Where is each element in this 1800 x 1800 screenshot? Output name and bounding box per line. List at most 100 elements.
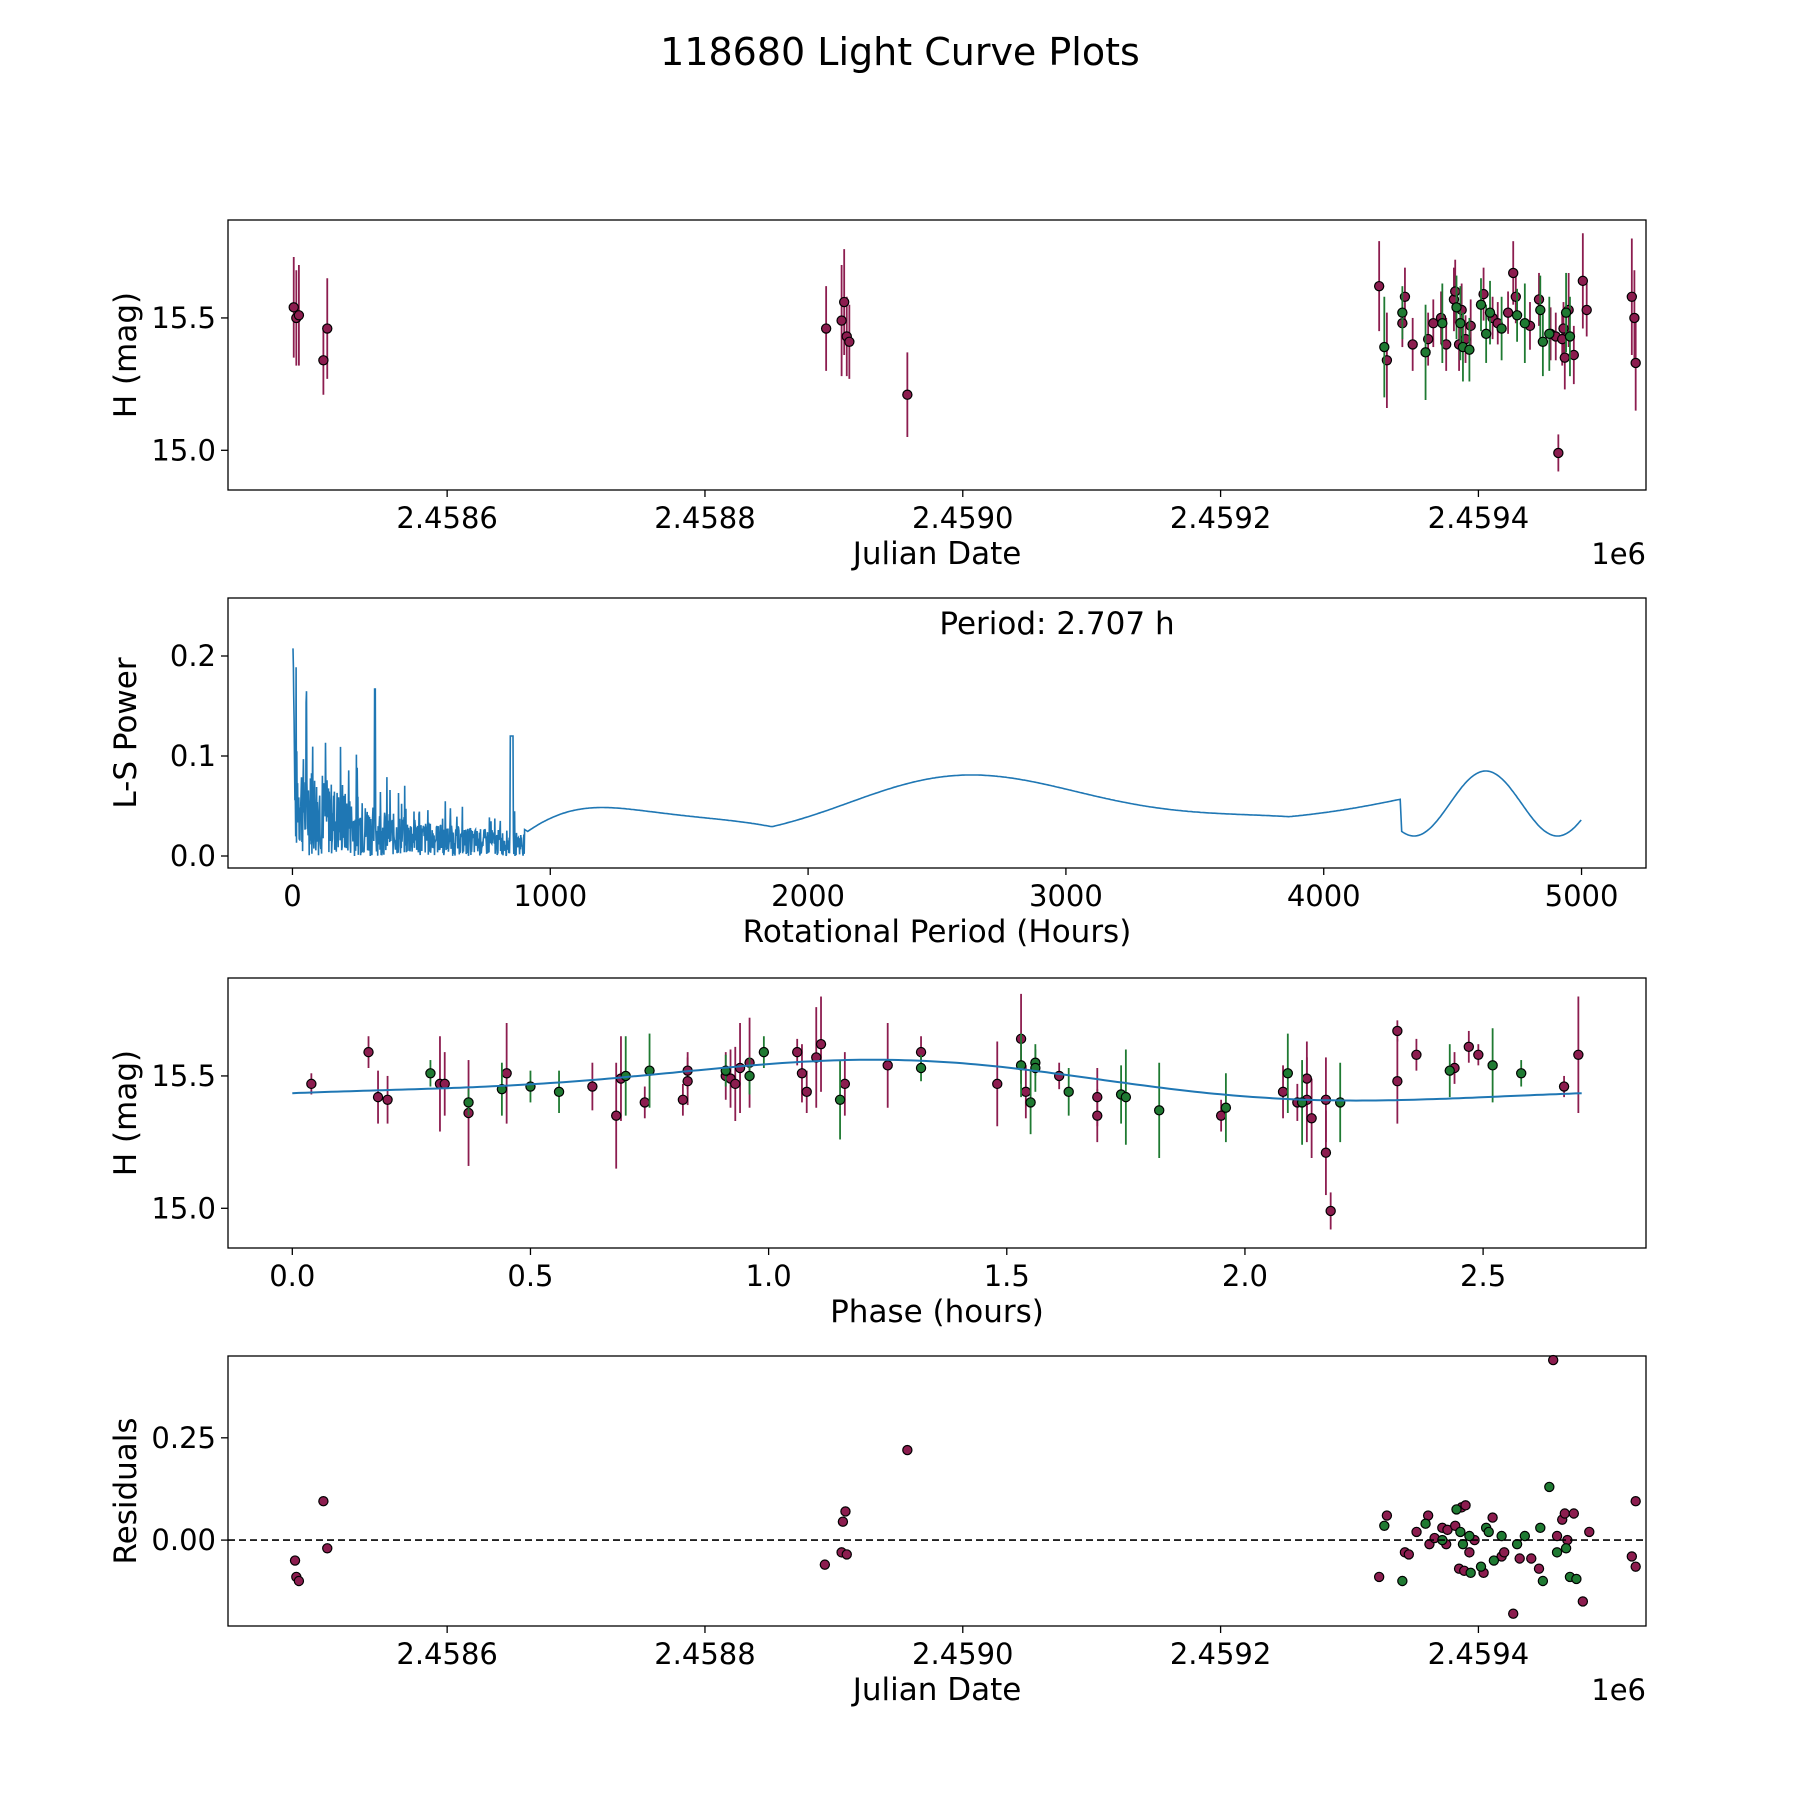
- x-tick-label: 5000: [1545, 879, 1619, 913]
- y-tick-label: 0.2: [170, 639, 216, 673]
- data-point: [1510, 291, 1522, 302]
- data-point: [744, 1070, 755, 1082]
- period-annotation: Period: 2.707 h: [939, 606, 1174, 642]
- data-point: [1464, 1547, 1475, 1558]
- data-point: [1220, 1102, 1232, 1113]
- y-tick-label: 0.0: [170, 839, 216, 873]
- data-point: [841, 1549, 852, 1560]
- data-point: [992, 1078, 1003, 1090]
- data-point: [1463, 1041, 1475, 1053]
- data-point: [382, 1094, 393, 1105]
- data-point: [1437, 318, 1448, 329]
- data-point: [1514, 1553, 1525, 1564]
- data-point: [1511, 310, 1523, 321]
- data-point: [1092, 1091, 1103, 1103]
- x-tick-label: 2.4594: [1428, 1637, 1529, 1671]
- data-point: [1301, 1073, 1313, 1084]
- data-point: [1420, 1518, 1431, 1529]
- data-point: [318, 1496, 329, 1507]
- series-maroon: [306, 993, 1584, 1230]
- data-point: [1511, 1538, 1523, 1550]
- data-point: [1154, 1105, 1165, 1116]
- y-axis-label: H (mag): [108, 1050, 144, 1176]
- data-point: [1508, 267, 1519, 279]
- data-point: [425, 1068, 436, 1079]
- lightcurve-chart: 2.4586 2.4588 2.4590 2.4592 2.4594 15.0 15.5 Ju…: [108, 219, 1647, 572]
- axes-frame: [227, 977, 1647, 1249]
- data-point: [1559, 352, 1570, 363]
- data-point: [1460, 1500, 1471, 1511]
- data-point: [1020, 1086, 1032, 1098]
- data-point: [836, 315, 847, 326]
- data-point: [1451, 1504, 1462, 1515]
- data-point: [1553, 447, 1564, 459]
- data-point: [1526, 1553, 1537, 1564]
- data-point: [1457, 1538, 1469, 1550]
- data-point: [801, 1086, 812, 1098]
- data-point: [1560, 1543, 1572, 1554]
- data-point: [1516, 1068, 1527, 1079]
- data-point: [882, 1060, 893, 1071]
- data-point: [1473, 1049, 1484, 1060]
- data-point: [1373, 280, 1385, 292]
- data-point: [318, 355, 329, 366]
- data-point: [463, 1097, 474, 1108]
- data-point: [288, 302, 299, 313]
- data-point: [1630, 357, 1641, 369]
- data-point: [1397, 1575, 1408, 1587]
- data-point: [553, 1086, 565, 1098]
- data-point: [293, 310, 305, 321]
- data-point: [306, 1078, 317, 1090]
- x-tick-label: 0.5: [507, 1259, 553, 1293]
- x-tick-label: 2.4592: [1170, 501, 1271, 535]
- y-tick-label: 15.5: [151, 301, 216, 335]
- data-point: [815, 1038, 827, 1050]
- data-point: [839, 1078, 851, 1090]
- data-point: [837, 1516, 849, 1527]
- x-tick-label: 2.4586: [396, 501, 497, 535]
- y-tick-label: 0.25: [151, 1421, 216, 1455]
- x-axis-label: Rotational Period (Hours): [743, 914, 1132, 950]
- series-maroon: [288, 233, 1641, 472]
- x-tick-label: 2.0: [1222, 1259, 1268, 1293]
- data-point: [1577, 1596, 1589, 1607]
- data-point: [1397, 307, 1408, 318]
- series-maroon: [289, 1354, 1641, 1619]
- figure-title: 118680 Light Curve Plots: [660, 30, 1140, 74]
- series-green: [1379, 1481, 1582, 1587]
- data-point: [1533, 1563, 1545, 1574]
- data-point: [1475, 1561, 1487, 1572]
- data-point: [844, 336, 855, 347]
- residuals-chart: 2.4586 2.4588 2.4590 2.4592 2.4594 0.00 0.25 Ju…: [108, 1354, 1647, 1708]
- data-point: [1629, 312, 1640, 324]
- data-point: [1455, 1526, 1466, 1538]
- y-axis-label: L-S Power: [108, 657, 144, 808]
- data-point: [610, 1110, 622, 1121]
- data-point: [1577, 275, 1589, 287]
- data-point: [1403, 1549, 1415, 1560]
- x-tick-label: 3000: [1029, 879, 1103, 913]
- data-point: [1551, 1530, 1563, 1542]
- power-spectrum-line: [292, 648, 1582, 857]
- data-point: [1465, 1567, 1476, 1579]
- axes-frame: [227, 1355, 1647, 1627]
- x-axis-label: Julian Date: [851, 1672, 1022, 1708]
- data-point: [1063, 1086, 1074, 1098]
- data-point: [1519, 1530, 1531, 1542]
- data-point: [1325, 1205, 1336, 1217]
- data-point: [792, 1046, 803, 1058]
- data-point: [1568, 1508, 1580, 1519]
- axes-frame: [227, 597, 1647, 869]
- x-tick-label: 2.4592: [1170, 1637, 1271, 1671]
- data-point: [1451, 302, 1462, 313]
- data-point: [902, 1444, 913, 1456]
- series-green: [1379, 272, 1576, 400]
- data-point: [1092, 1110, 1103, 1121]
- data-point: [902, 389, 913, 400]
- data-point: [758, 1046, 770, 1058]
- data-point: [1496, 323, 1507, 334]
- y-axis-label: Residuals: [108, 1417, 144, 1564]
- x-tick-label: 2.4594: [1428, 501, 1529, 535]
- data-point: [1277, 1086, 1289, 1098]
- data-point: [1475, 299, 1487, 310]
